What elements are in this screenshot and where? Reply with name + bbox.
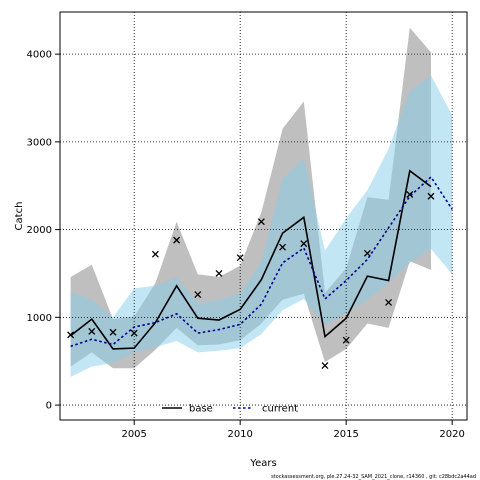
y-axis-title: Catch	[14, 202, 25, 231]
observed-point	[342, 336, 350, 344]
y-axis: 0 1000 2000 3000 4000	[27, 50, 60, 412]
observed-point	[215, 270, 223, 277]
observed-point	[236, 254, 244, 262]
legend: base current	[162, 404, 298, 415]
y-tick-label: 1000	[27, 313, 52, 324]
y-tick-label: 4000	[27, 50, 52, 61]
legend-label-base: base	[189, 404, 213, 415]
observed-point	[109, 328, 117, 336]
observed-point	[67, 331, 75, 339]
observed-point	[194, 291, 202, 298]
y-tick-label: 3000	[27, 137, 52, 148]
observed-point	[385, 298, 393, 306]
series-lines	[70, 169, 453, 350]
y-tick-label: 2000	[27, 225, 52, 236]
x-tick-label: 2005	[121, 429, 146, 440]
observed-point	[300, 240, 308, 248]
plot-frame	[59, 11, 468, 421]
x-axis: 2005 2010 2015 2020	[121, 420, 465, 440]
x-tick-label: 2010	[227, 429, 252, 440]
observed-point	[130, 329, 138, 337]
observed-point	[173, 236, 181, 244]
x-tick-label: 2015	[333, 429, 358, 440]
observed-point	[279, 243, 287, 251]
observed-point	[151, 250, 159, 258]
x-axis-title: Years	[249, 458, 276, 469]
band-current	[70, 75, 453, 377]
series-line-current	[70, 175, 453, 348]
legend-label-current: current	[262, 404, 298, 415]
observed-points	[67, 191, 435, 370]
observed-point	[406, 191, 414, 198]
y-tick-label: 0	[46, 401, 52, 412]
footnote: stockassessment.org, ple.27.24-32_SAM_20…	[271, 474, 476, 480]
observed-point	[88, 327, 96, 335]
observed-point	[321, 362, 329, 370]
observed-point	[257, 218, 265, 226]
confidence-bands	[70, 27, 453, 377]
observed-point	[363, 249, 371, 257]
series-line-base	[70, 169, 432, 350]
observed-point	[427, 192, 435, 200]
x-tick-label: 2020	[439, 429, 464, 440]
